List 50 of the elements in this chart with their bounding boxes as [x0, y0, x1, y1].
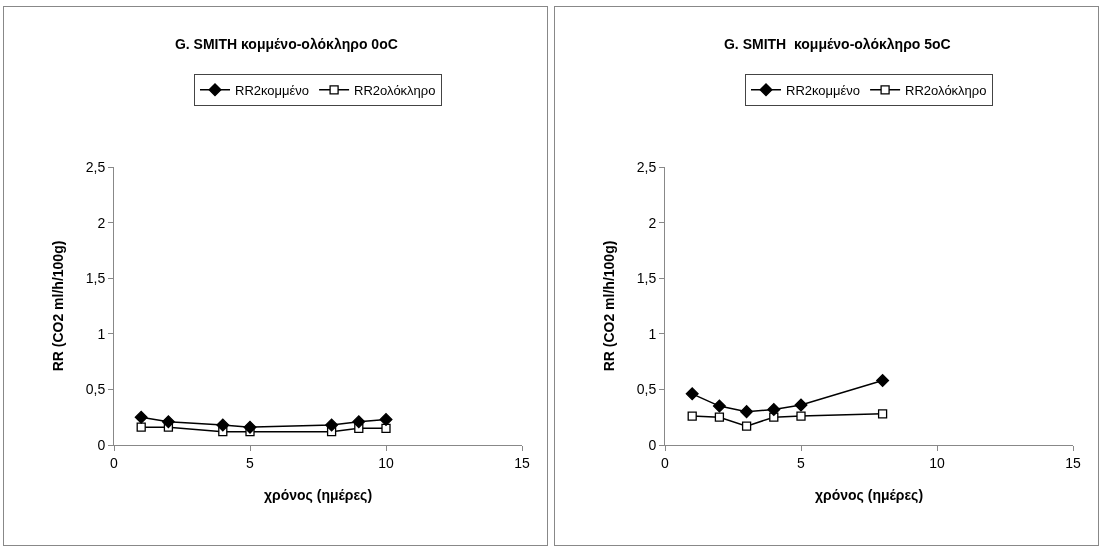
- x-tick-label: 10: [929, 454, 945, 471]
- point: [794, 398, 808, 412]
- x-tick-label: 5: [246, 454, 255, 471]
- y-tick-label: 2: [648, 214, 657, 231]
- point: [134, 410, 148, 424]
- x-axis-title: χρόνος (ημέρες): [263, 487, 373, 504]
- y-tick-label: 2: [97, 214, 106, 231]
- x-tick-label: 15: [1065, 454, 1081, 471]
- point: [876, 374, 890, 387]
- legend-label: RR2ολόκληρο: [354, 82, 436, 98]
- y-axis-title: RR (CO2 ml/h/100g): [50, 240, 67, 372]
- y-tick-label: 1,5: [85, 270, 106, 287]
- y-tick-label: 0: [648, 436, 657, 453]
- x-tick-label: 5: [797, 454, 806, 471]
- point: [136, 422, 146, 432]
- point: [685, 387, 699, 401]
- point: [741, 421, 752, 431]
- chart-title: G. SMITH κομμένο-ολόκληρο 5oC: [723, 36, 951, 53]
- x-tick-label: 10: [378, 454, 394, 471]
- point: [216, 418, 230, 432]
- y-tick-label: 2,5: [636, 158, 657, 175]
- y-axis-title: RR (CO2 ml/h/100g): [601, 240, 618, 372]
- point: [243, 420, 257, 434]
- point: [161, 415, 175, 429]
- point: [714, 412, 725, 422]
- x-axis-title: χρόνος (ημέρες): [814, 487, 924, 504]
- x-tick-label: 15: [514, 454, 530, 471]
- point: [877, 409, 888, 419]
- point: [687, 411, 697, 421]
- point: [379, 412, 393, 426]
- legend-label: RR2κομμένο: [235, 82, 310, 98]
- y-tick-label: 0,5: [636, 381, 657, 398]
- y-tick-label: 2,5: [85, 158, 106, 175]
- point: [325, 418, 339, 432]
- legend-label: RR2ολόκληρο: [905, 82, 987, 98]
- point: [740, 405, 754, 419]
- point: [352, 415, 366, 429]
- legend-label: RR2κομμένο: [786, 82, 861, 98]
- chart-title: G. SMITH κομμένο-ολόκληρο 0oC: [174, 36, 398, 53]
- point: [381, 423, 391, 433]
- y-tick-label: 1,5: [636, 270, 657, 287]
- y-tick-label: 1: [97, 325, 106, 342]
- y-tick-label: 0,5: [85, 381, 106, 398]
- point: [796, 411, 806, 421]
- point: [712, 399, 726, 413]
- x-tick-label: 0: [661, 454, 670, 471]
- point: [767, 402, 781, 416]
- y-tick-label: 0: [97, 436, 106, 453]
- x-tick-label: 0: [110, 454, 119, 471]
- y-tick-label: 1: [648, 325, 657, 342]
